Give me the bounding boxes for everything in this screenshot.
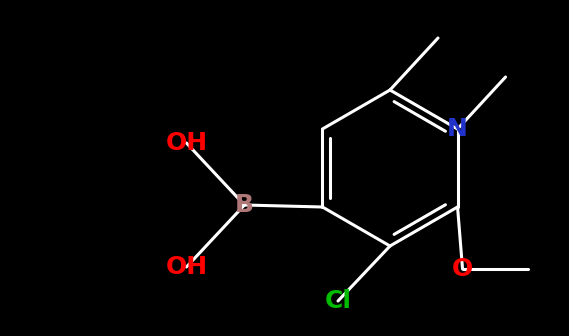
Text: B: B bbox=[235, 193, 254, 217]
Text: OH: OH bbox=[166, 255, 208, 279]
Text: N: N bbox=[447, 117, 468, 141]
Text: OH: OH bbox=[166, 131, 208, 155]
Text: O: O bbox=[452, 257, 473, 281]
Text: Cl: Cl bbox=[324, 289, 352, 313]
